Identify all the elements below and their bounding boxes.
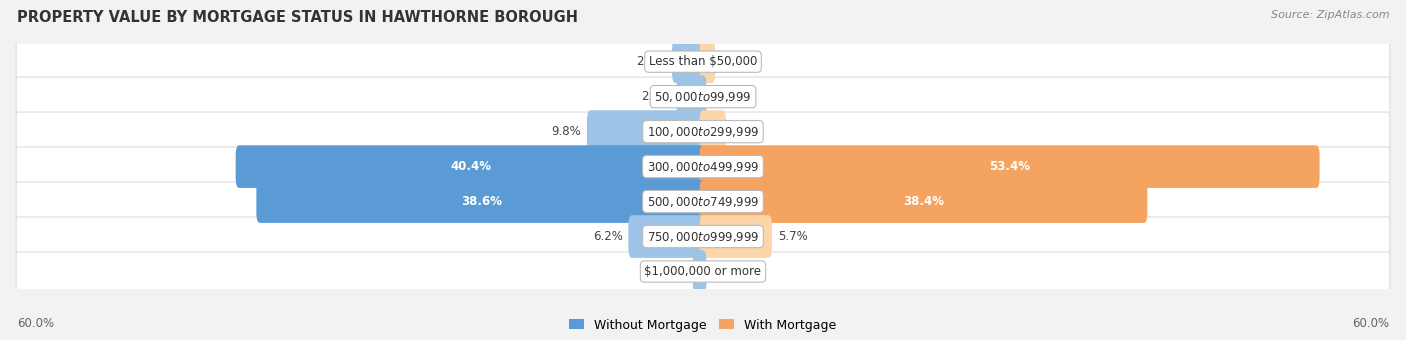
FancyBboxPatch shape [236, 145, 706, 188]
Text: 60.0%: 60.0% [1353, 317, 1389, 330]
Text: 0.0%: 0.0% [713, 90, 742, 103]
Text: 0.59%: 0.59% [650, 265, 688, 278]
Text: 9.8%: 9.8% [551, 125, 581, 138]
Text: 40.4%: 40.4% [450, 160, 492, 173]
Text: 5.7%: 5.7% [778, 230, 807, 243]
FancyBboxPatch shape [676, 75, 706, 118]
Text: 0.76%: 0.76% [721, 55, 758, 68]
Text: 6.2%: 6.2% [593, 230, 623, 243]
FancyBboxPatch shape [700, 40, 716, 83]
Legend: Without Mortgage, With Mortgage: Without Mortgage, With Mortgage [564, 313, 842, 337]
FancyBboxPatch shape [700, 145, 1320, 188]
Text: 38.4%: 38.4% [903, 195, 943, 208]
Text: 1.7%: 1.7% [731, 125, 762, 138]
Text: $1,000,000 or more: $1,000,000 or more [644, 265, 762, 278]
Text: $500,000 to $749,999: $500,000 to $749,999 [647, 194, 759, 208]
Text: 0.0%: 0.0% [713, 265, 742, 278]
FancyBboxPatch shape [15, 252, 1391, 291]
Text: $100,000 to $299,999: $100,000 to $299,999 [647, 125, 759, 139]
Text: 38.6%: 38.6% [461, 195, 502, 208]
FancyBboxPatch shape [15, 147, 1391, 186]
Text: $50,000 to $99,999: $50,000 to $99,999 [654, 90, 752, 104]
FancyBboxPatch shape [693, 250, 706, 293]
FancyBboxPatch shape [15, 217, 1391, 256]
FancyBboxPatch shape [15, 182, 1391, 221]
Text: 53.4%: 53.4% [988, 160, 1031, 173]
Text: $750,000 to $999,999: $750,000 to $999,999 [647, 230, 759, 243]
FancyBboxPatch shape [15, 42, 1391, 81]
FancyBboxPatch shape [256, 180, 706, 223]
FancyBboxPatch shape [700, 110, 725, 153]
Text: $300,000 to $499,999: $300,000 to $499,999 [647, 159, 759, 174]
FancyBboxPatch shape [628, 215, 706, 258]
Text: Less than $50,000: Less than $50,000 [648, 55, 758, 68]
Text: 2.0%: 2.0% [641, 90, 671, 103]
Text: 2.4%: 2.4% [637, 55, 666, 68]
FancyBboxPatch shape [588, 110, 706, 153]
FancyBboxPatch shape [700, 215, 772, 258]
Text: Source: ZipAtlas.com: Source: ZipAtlas.com [1271, 10, 1389, 20]
FancyBboxPatch shape [15, 77, 1391, 116]
FancyBboxPatch shape [15, 112, 1391, 151]
FancyBboxPatch shape [672, 40, 706, 83]
FancyBboxPatch shape [700, 180, 1147, 223]
Text: PROPERTY VALUE BY MORTGAGE STATUS IN HAWTHORNE BOROUGH: PROPERTY VALUE BY MORTGAGE STATUS IN HAW… [17, 10, 578, 25]
Text: 60.0%: 60.0% [17, 317, 53, 330]
